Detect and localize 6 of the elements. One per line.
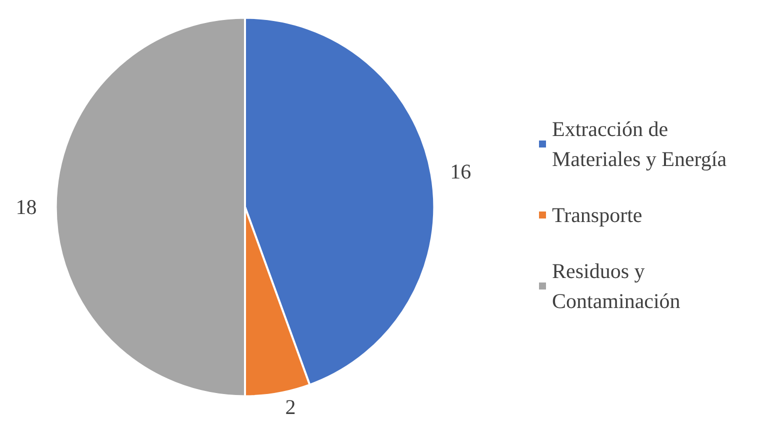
legend-label: Transporte: [552, 203, 642, 227]
legend-label: Extracción de Materiales y Energía: [552, 117, 728, 171]
legend-label: Residuos y Contaminación: [552, 259, 681, 313]
data-label: 18: [16, 195, 37, 219]
data-label: 2: [285, 395, 296, 420]
data-label: 16: [450, 160, 472, 184]
